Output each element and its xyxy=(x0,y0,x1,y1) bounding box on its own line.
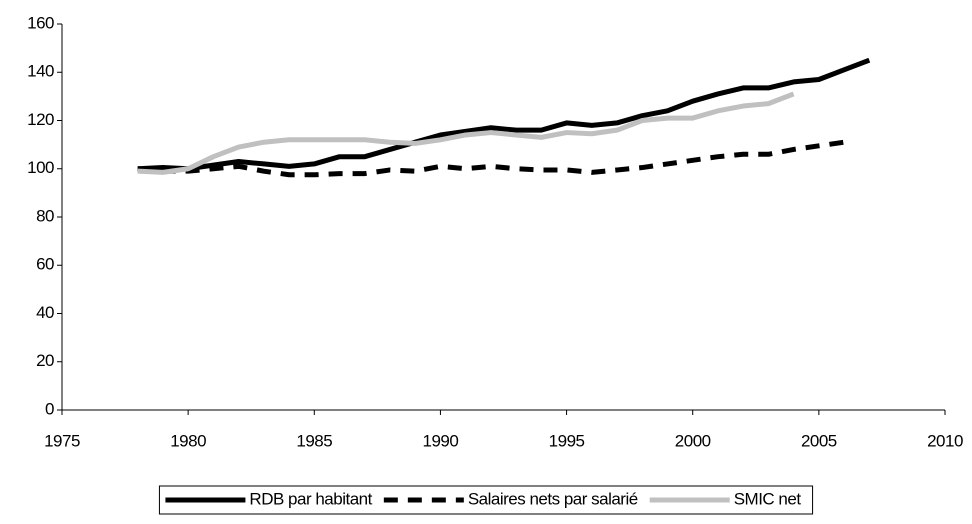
y-tick-label: 120 xyxy=(27,110,54,129)
x-tick-label: 1990 xyxy=(423,431,459,450)
y-tick-label: 60 xyxy=(36,255,54,274)
legend-label: SMIC net xyxy=(734,489,802,508)
x-tick-label: 1980 xyxy=(170,431,206,450)
y-tick-label: 40 xyxy=(36,303,54,322)
x-tick-label: 1995 xyxy=(549,431,585,450)
y-tick-label: 100 xyxy=(27,158,54,177)
series-line xyxy=(137,91,795,175)
y-tick-label: 140 xyxy=(27,62,54,81)
legend-box xyxy=(158,485,814,515)
x-tick-label: 2010 xyxy=(927,431,963,450)
y-tick-label: 160 xyxy=(27,13,54,32)
y-tick-label: 0 xyxy=(45,399,54,418)
series-line xyxy=(137,57,871,172)
y-tick-label: 20 xyxy=(36,351,54,370)
legend-label: RDB par habitant xyxy=(249,489,372,508)
y-tick-label: 80 xyxy=(36,206,54,225)
x-tick-label: 1975 xyxy=(44,431,80,450)
legend-label: Salaires nets par salarié xyxy=(468,489,638,508)
x-tick-label: 2005 xyxy=(801,431,837,450)
x-tick-label: 2000 xyxy=(675,431,711,450)
x-tick-label: 1985 xyxy=(296,431,332,450)
